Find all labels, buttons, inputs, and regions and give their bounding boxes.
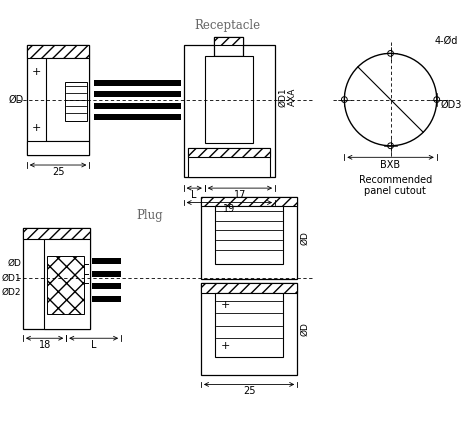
Bar (27, 45, 89, 58)
Text: +: + (220, 341, 230, 351)
Text: BXB: BXB (381, 160, 401, 170)
Bar (184, 45, 275, 177)
Bar (94, 91, 181, 97)
Bar (201, 197, 297, 207)
Text: AXA: AXA (288, 88, 297, 107)
Bar (205, 56, 253, 143)
Bar (65, 82, 87, 121)
Text: +: + (220, 300, 230, 310)
Bar (92, 283, 121, 289)
Text: 25: 25 (243, 386, 255, 396)
Text: ØD: ØD (7, 259, 21, 268)
Text: +: + (32, 123, 41, 133)
Text: ØD3: ØD3 (440, 100, 462, 110)
Bar (214, 37, 243, 45)
Bar (215, 207, 283, 264)
Bar (201, 197, 297, 278)
Text: Receptacle: Receptacle (194, 19, 260, 32)
Text: ØD: ØD (8, 95, 24, 105)
Text: ØD1: ØD1 (278, 87, 287, 107)
Text: +: + (32, 67, 41, 77)
Bar (23, 228, 90, 329)
Bar (44, 239, 90, 329)
Text: 25: 25 (52, 167, 64, 177)
Bar (92, 296, 121, 302)
Bar (46, 58, 89, 141)
Bar (189, 148, 270, 177)
Text: Recommended
panel cutout: Recommended panel cutout (359, 174, 432, 196)
Bar (201, 283, 297, 375)
Bar (94, 80, 181, 86)
Bar (27, 141, 89, 155)
Text: 18: 18 (38, 340, 51, 350)
Bar (23, 228, 90, 239)
Text: Plug: Plug (137, 209, 163, 222)
Bar (189, 148, 270, 157)
Text: ØD2: ØD2 (1, 288, 21, 297)
Bar (47, 256, 84, 314)
Bar (201, 283, 297, 293)
Text: ØD: ØD (300, 322, 309, 336)
Bar (27, 45, 89, 155)
Bar (215, 293, 283, 358)
Bar (94, 103, 181, 109)
Bar (92, 271, 121, 277)
Text: L: L (91, 340, 96, 350)
Text: 19: 19 (223, 204, 235, 214)
Text: 17: 17 (234, 190, 246, 200)
Bar (214, 37, 243, 56)
Text: 4-Ød: 4-Ød (435, 36, 458, 45)
Bar (92, 259, 121, 264)
Bar (94, 114, 181, 120)
Text: ØD: ØD (300, 231, 309, 245)
Text: ØD1: ØD1 (1, 274, 21, 283)
Text: L: L (191, 190, 197, 200)
